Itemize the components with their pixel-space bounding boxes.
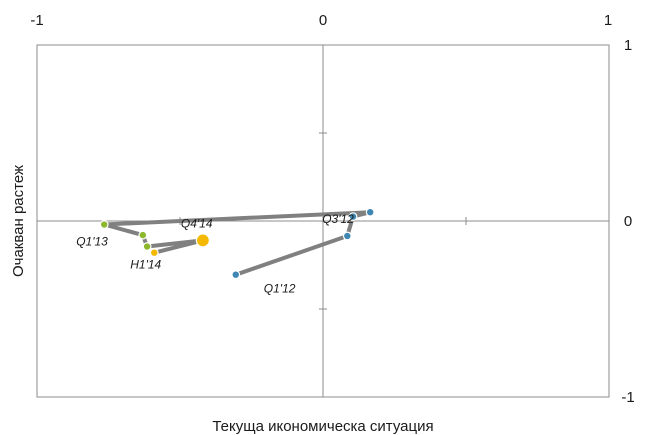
point-label: Q4'14 (181, 216, 213, 230)
y-tick-label: -1 (621, 389, 634, 406)
y-tick-label: 1 (624, 37, 632, 54)
data-points (99, 207, 375, 280)
axes (36, 44, 610, 398)
point-label: H1'14 (130, 258, 161, 272)
data-point (138, 230, 148, 240)
point-label: Q3'12 (322, 212, 354, 226)
data-point (142, 242, 152, 251)
data-point (342, 231, 352, 241)
y-tick-label: 0 (624, 213, 632, 230)
data-point (149, 248, 159, 258)
data-point (365, 207, 375, 217)
point-label: Q1'12 (264, 282, 296, 296)
data-point (99, 220, 109, 229)
y-axis-title: Очакван растеж (10, 165, 27, 277)
x-tick-label: 0 (319, 12, 327, 29)
data-point (231, 270, 241, 280)
point-label: Q1'13 (76, 235, 108, 249)
tick-labels: -1 0 11 0 -1 (30, 12, 634, 406)
x-tick-label: 1 (604, 12, 612, 29)
data-point (348, 212, 358, 222)
x-tick-label: -1 (30, 12, 43, 29)
point-labels: Q1'12 Q3'12 Q1'13 Q4'14 H1'14 (76, 212, 354, 295)
data-point (195, 233, 210, 248)
x-axis-title: Текуща икономическа ситуация (212, 418, 433, 435)
